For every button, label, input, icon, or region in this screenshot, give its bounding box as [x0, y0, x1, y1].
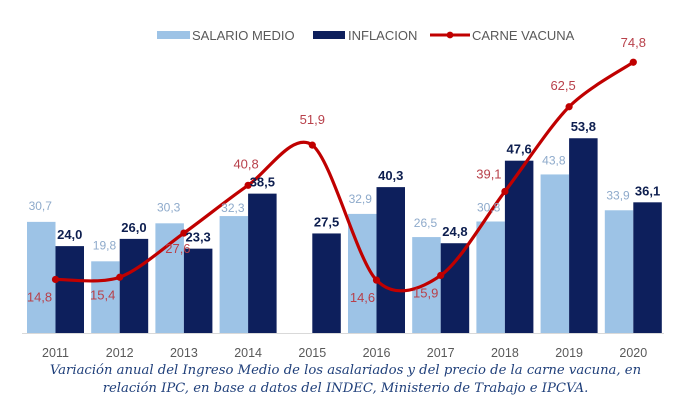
data-label-carne-vacuna: 62,5: [550, 78, 575, 93]
marker-carne-vacuna: [180, 229, 188, 237]
marker-carne-vacuna: [244, 181, 252, 189]
data-label-inflacion: 26,0: [121, 220, 146, 235]
data-label-salario-medio: 32,9: [349, 192, 373, 206]
bar-salario-medio: [219, 216, 249, 333]
bar-salario-medio: [604, 210, 634, 333]
x-tick-label: 2020: [619, 346, 647, 360]
bar-inflacion: [312, 233, 341, 333]
data-label-inflacion: 23,3: [185, 230, 210, 245]
x-tick-label: 2018: [491, 346, 519, 360]
figure-caption: Variación anual del Ingreso Medio de los…: [0, 362, 691, 398]
legend: SALARIO MEDIO INFLACION CARNE VACUNA: [157, 28, 575, 43]
data-label-inflacion: 27,5: [314, 214, 339, 229]
data-label-carne-vacuna: 15,9: [413, 285, 438, 300]
data-label-inflacion: 24,8: [442, 224, 467, 239]
bar-salario-medio: [540, 174, 570, 333]
bar-salario-medio: [155, 223, 184, 333]
marker-carne-vacuna: [565, 103, 573, 111]
marker-carne-vacuna: [629, 58, 637, 66]
caption-line-1: Variación anual del Ingreso Medio de los…: [49, 363, 642, 378]
data-label-salario-medio: 26,5: [414, 216, 438, 230]
x-tick-label: 2014: [234, 346, 262, 360]
bar-inflacion: [376, 187, 405, 333]
legend-label-carne-vacuna: CARNE VACUNA: [472, 28, 575, 43]
marker-carne-vacuna: [116, 273, 124, 281]
data-label-salario-medio: 30,3: [157, 200, 181, 214]
x-tick-label: 2019: [555, 346, 583, 360]
bar-inflacion: [248, 193, 277, 333]
data-label-carne-vacuna: 14,8: [27, 289, 52, 304]
legend-label-inflacion: INFLACION: [348, 28, 417, 43]
bar-inflacion: [183, 248, 213, 333]
data-label-inflacion: 38,5: [250, 175, 275, 190]
marker-carne-vacuna: [308, 141, 316, 149]
bar-salario-medio: [27, 221, 56, 333]
bar-salario-medio: [91, 261, 120, 333]
x-tick-label: 2015: [298, 346, 326, 360]
data-label-inflacion: 24,0: [57, 227, 82, 242]
bar-inflacion: [569, 138, 598, 333]
legend-marker-carne-vacuna: [446, 31, 454, 39]
bar-inflacion: [504, 160, 534, 333]
data-label-salario-medio: 32,3: [221, 201, 245, 215]
bar-salario-medio: [476, 221, 505, 333]
data-label-inflacion: 53,8: [571, 119, 596, 134]
marker-carne-vacuna: [372, 276, 381, 284]
marker-carne-vacuna: [51, 275, 60, 284]
data-label-carne-vacuna: 74,8: [621, 35, 646, 50]
data-label-carne-vacuna: 14,6: [350, 290, 375, 305]
data-label-inflacion: 36,1: [635, 183, 660, 198]
chart: SALARIO MEDIO INFLACION CARNE VACUNA 30,7 1…: [22, 28, 664, 360]
data-label-salario-medio: 33,9: [606, 188, 630, 202]
data-label-salario-medio: 30,8: [477, 201, 501, 215]
legend-swatch-salario-medio: [157, 31, 190, 39]
data-label-carne-vacuna: 39,1: [476, 166, 501, 181]
x-tick-label: 2016: [363, 346, 391, 360]
bar-inflacion: [119, 238, 149, 333]
data-label-inflacion: 40,3: [378, 168, 403, 183]
line-carne-vacuna: [53, 60, 635, 293]
data-label-salario-medio: 19,8: [93, 238, 117, 252]
caption-line-2: relación IPC, en base a datos del INDEC,…: [102, 381, 589, 396]
x-tick-label: 2011: [42, 346, 69, 360]
data-label-inflacion: 47,6: [506, 142, 531, 157]
data-label-salario-medio: 43,8: [542, 153, 566, 167]
legend-label-salario-medio: SALARIO MEDIO: [192, 28, 295, 43]
x-tick-label: 2013: [170, 346, 198, 360]
legend-swatch-inflacion: [313, 31, 345, 39]
bar-inflacion: [633, 202, 662, 333]
data-label-carne-vacuna: 40,8: [233, 156, 258, 171]
data-label-salario-medio: 30,7: [29, 199, 53, 213]
data-label-carne-vacuna: 51,9: [300, 112, 325, 127]
x-tick-label: 2017: [427, 346, 455, 360]
marker-carne-vacuna: [437, 271, 445, 280]
data-label-carne-vacuna: 27,6: [165, 241, 190, 256]
data-label-carne-vacuna: 15,4: [90, 287, 115, 302]
marker-carne-vacuna: [501, 187, 509, 196]
x-tick-label: 2012: [106, 346, 134, 360]
bar-inflacion: [55, 246, 84, 333]
bar-inflacion: [440, 243, 470, 333]
